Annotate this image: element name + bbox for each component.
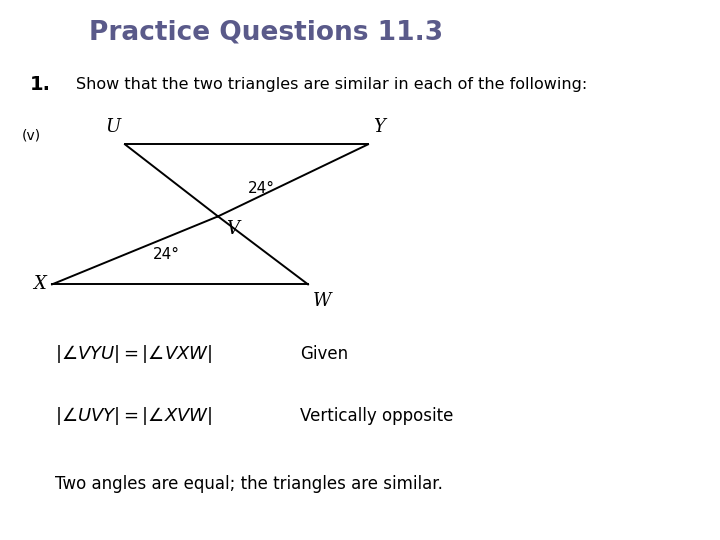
Text: Given: Given xyxy=(300,346,348,363)
Text: X: X xyxy=(33,275,46,293)
Text: Practice Questions 11.3: Practice Questions 11.3 xyxy=(89,19,443,45)
Text: W: W xyxy=(313,292,331,310)
Text: (v): (v) xyxy=(22,129,41,143)
Text: 24°: 24° xyxy=(248,181,275,196)
Text: 1.: 1. xyxy=(30,75,51,94)
Text: $|\angle UVY|=|\angle XVW|$: $|\angle UVY|=|\angle XVW|$ xyxy=(55,406,212,427)
Text: Show that the two triangles are similar in each of the following:: Show that the two triangles are similar … xyxy=(76,77,587,92)
Text: V: V xyxy=(226,220,239,238)
Text: U: U xyxy=(105,118,120,137)
Text: $|\angle VYU|=|\angle VXW|$: $|\angle VYU|=|\angle VXW|$ xyxy=(55,343,212,366)
Text: Y: Y xyxy=(373,118,385,137)
Text: 24°: 24° xyxy=(153,247,180,262)
Text: Two angles are equal; the triangles are similar.: Two angles are equal; the triangles are … xyxy=(55,475,443,494)
Text: 11: 11 xyxy=(15,21,48,44)
Text: Vertically opposite: Vertically opposite xyxy=(300,407,454,426)
